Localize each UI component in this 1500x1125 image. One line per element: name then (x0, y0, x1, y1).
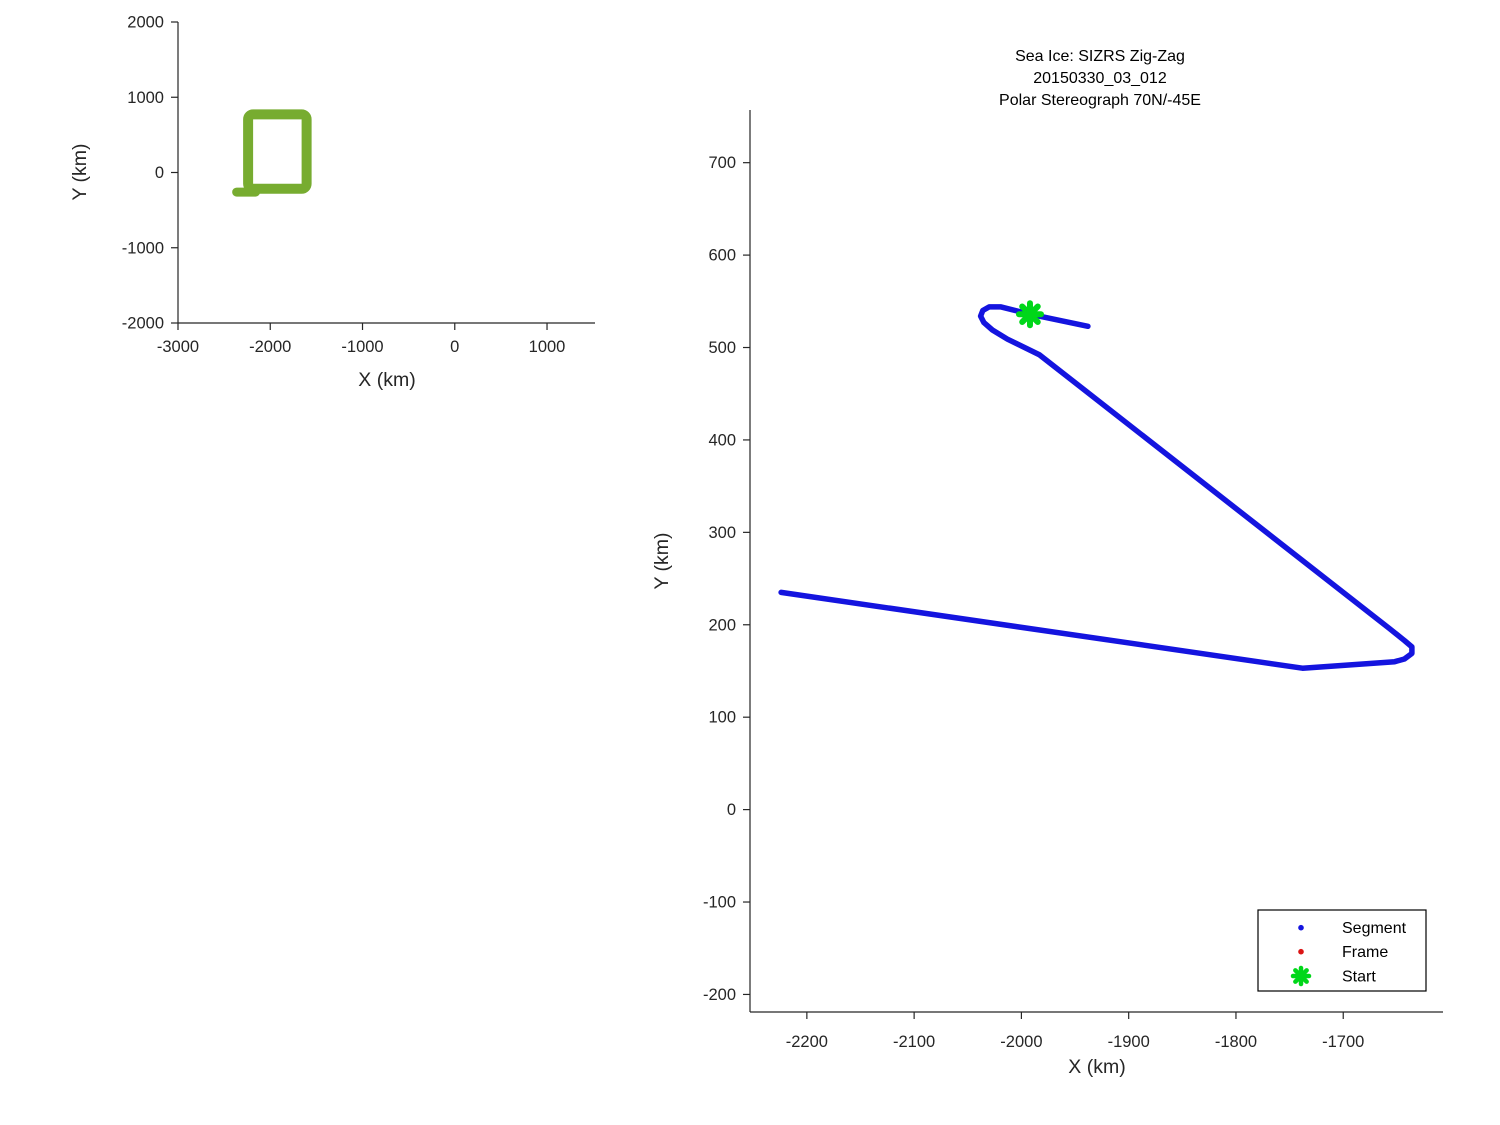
legend-item-frame: Frame (1298, 944, 1388, 961)
y-tick-label: -1000 (122, 239, 164, 257)
coverage-box (243, 109, 312, 194)
y-tick-label: 100 (708, 709, 736, 727)
legend-label: Start (1342, 969, 1376, 986)
start-marker-icon (1015, 300, 1044, 329)
start-marker-icon-spoke (1019, 303, 1041, 326)
x-tick-label: -1000 (341, 338, 383, 356)
x-tick-label: -1700 (1322, 1033, 1364, 1051)
x-tick-label: 0 (450, 338, 459, 356)
y-tick-label: 0 (727, 801, 736, 819)
y-tick-label: -200 (703, 986, 736, 1004)
x-tick-label: -2000 (249, 338, 291, 356)
legend-frame (1257, 909, 1427, 992)
x-axis-label: X (km) (358, 369, 415, 391)
x-tick-label: -2200 (786, 1033, 828, 1051)
legend-dot-icon (1298, 948, 1304, 955)
x-tick-label: -1900 (1108, 1033, 1150, 1051)
chart-title-line: Polar Stereograph 70N/-45E (999, 92, 1201, 109)
y-tick-label: 400 (708, 431, 736, 449)
legend-asterisk-icon (1290, 965, 1312, 987)
x-axis-label: X (km) (1068, 1056, 1125, 1078)
chart-overview-map: -3000 -2000 -1000 0 1000 2000 1000 0 -1000 -2000 X… (69, 14, 595, 391)
x-tick-label: -2000 (1000, 1033, 1042, 1051)
y-tick-label: 600 (708, 247, 736, 265)
x-tick-label: -2100 (893, 1033, 935, 1051)
y-axis-label: Y (km) (69, 143, 91, 200)
chart-title-line: 20150330_03_012 (1033, 70, 1167, 87)
y-tick-label: 500 (708, 339, 736, 357)
x-tick-label: -1800 (1215, 1033, 1257, 1051)
legend-label: Frame (1342, 944, 1388, 961)
chart-title-line: Sea Ice: SIZRS Zig-Zag (1015, 48, 1185, 65)
x-tick-label: -3000 (157, 338, 199, 356)
y-tick-label: 200 (708, 616, 736, 634)
legend-item-segment: Segment (1298, 920, 1407, 937)
x-tick-label: 1000 (529, 338, 566, 356)
y-tick-label: -100 (703, 894, 736, 912)
flight-track-line (778, 304, 1415, 671)
y-tick-label: 1000 (127, 89, 164, 107)
legend-asterisk-icon-spoke (1293, 968, 1309, 984)
y-tick-label: 700 (708, 154, 736, 172)
chart-zigzag-track: -2200 -2100 -2000 -1900 -1800 -17007006005004… (651, 48, 1443, 1078)
y-tick-label: 300 (708, 524, 736, 542)
y-tick-label: 2000 (127, 14, 164, 32)
y-axis-label: Y (km) (651, 532, 673, 589)
legend-item-start: Start (1290, 965, 1376, 987)
y-tick-label: -2000 (122, 315, 164, 333)
legend-label: Segment (1342, 920, 1407, 937)
legend-box: Segment Frame Start (1257, 909, 1427, 992)
y-tick-label: 0 (155, 164, 164, 182)
legend-dot-icon (1298, 924, 1304, 931)
